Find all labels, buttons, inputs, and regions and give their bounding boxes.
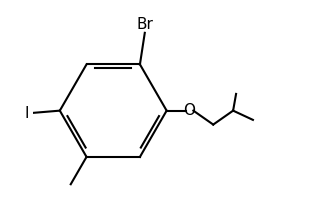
Text: I: I [25,106,29,120]
Text: O: O [183,103,195,118]
Text: Br: Br [136,17,153,32]
